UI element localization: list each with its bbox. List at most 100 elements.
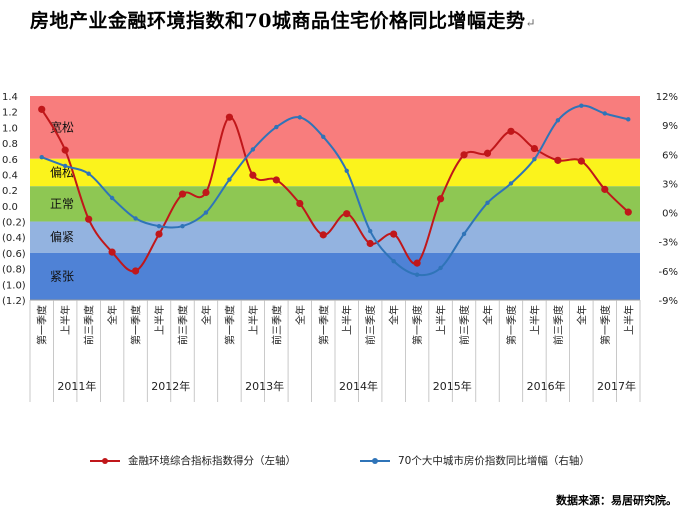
data-point-left (131, 267, 140, 275)
year-label: 2012年 (151, 379, 190, 393)
x-tick-label: 全年 (388, 305, 401, 325)
y-left-tick-label: (1.2) (2, 296, 26, 307)
x-tick-label: 第一季度 (36, 305, 49, 345)
data-point-right (86, 171, 91, 176)
return-arrow-icon: ↵ (525, 16, 537, 30)
data-point-left (249, 171, 257, 179)
x-tick-label: 全年 (575, 305, 588, 325)
x-tick-group: 上半年 (59, 305, 72, 335)
data-point-right (39, 155, 44, 160)
year-label: 2013年 (245, 379, 284, 393)
x-tick-group: 第一季度 (599, 305, 612, 345)
y-right-tick-label: 0% (662, 209, 678, 220)
band-1 (30, 158, 640, 187)
year-label: 2017年 (597, 379, 636, 393)
data-point-left (155, 230, 163, 238)
x-tick-group: 前三季度 (364, 305, 377, 345)
data-point-right (321, 134, 326, 139)
band-layer (30, 96, 640, 300)
year-label: 2015年 (433, 379, 472, 393)
y-left-tick-label: (1.0) (2, 280, 26, 291)
data-point-right (227, 177, 232, 182)
x-tick-group: 前三季度 (458, 305, 471, 345)
data-point-left (483, 149, 492, 157)
x-tick-group: 第一季度 (223, 305, 236, 345)
band-label: 紧张 (50, 269, 74, 283)
data-point-right (250, 147, 256, 152)
data-point-right (274, 124, 279, 130)
y-right-tick-label: -6% (659, 267, 678, 278)
x-tick-label: 全年 (294, 305, 307, 325)
y-left-tick-label: (0.6) (2, 249, 26, 260)
x-tick-group: 全年 (200, 305, 213, 325)
data-point-right (414, 272, 420, 277)
x-tick-label: 全年 (200, 305, 213, 325)
y-right-tick-label: 12% (656, 92, 678, 103)
legend-swatch-right (360, 458, 390, 464)
x-tick-group: 第一季度 (130, 305, 143, 345)
legend-item-left: 金融环境综合指标指数得分（左轴） (90, 453, 296, 468)
data-point-left (38, 105, 46, 113)
y-left-tick-label: (0.8) (2, 265, 26, 276)
data-point-left (530, 144, 539, 153)
data-point-right (62, 163, 68, 169)
data-point-right (203, 210, 209, 215)
x-tick-label: 全年 (106, 305, 119, 325)
x-tick-group: 前三季度 (177, 305, 190, 345)
x-tick-group: 第一季度 (411, 305, 424, 345)
y-left-tick-label: 1.0 (2, 123, 18, 134)
data-point-right (626, 117, 631, 122)
legend: 金融环境综合指标指数得分（左轴） 70个大中城市房价指数同比增幅（右轴） (70, 447, 625, 475)
year-label: 2011年 (57, 379, 96, 393)
x-tick-label: 上半年 (341, 305, 354, 335)
x-tick-group: 全年 (294, 305, 307, 325)
x-tick-label: 上半年 (153, 305, 166, 335)
data-point-left (624, 208, 632, 216)
x-tick-group: 上半年 (528, 305, 541, 335)
x-tick-label: 前三季度 (552, 305, 565, 345)
x-tick-group: 前三季度 (270, 305, 283, 345)
band-label: 偏松 (50, 165, 74, 180)
x-tick-label: 第一季度 (317, 305, 330, 345)
x-tick-label: 上半年 (247, 305, 260, 335)
data-point-right (180, 223, 185, 229)
data-point-left (202, 188, 210, 197)
x-axis: 第一季度 上半年 前三季度 全年 第一季度 上半年 前三季度 全年 第一季度 上半年 前三季度 全年第… (29, 299, 641, 402)
y-left-tick-label: 0.8 (2, 139, 18, 150)
x-tick-group: 第一季度 (36, 305, 49, 345)
data-point-left (366, 239, 374, 248)
x-tick-group: 全年 (482, 305, 495, 325)
data-point-left (178, 190, 187, 198)
data-point-right (461, 231, 467, 237)
x-tick-group: 前三季度 (552, 305, 565, 345)
series-layer (38, 103, 632, 277)
y-left-tick-label: (0.4) (2, 233, 26, 244)
y-left-tick-label: 0.6 (2, 155, 18, 166)
x-tick-label: 第一季度 (130, 305, 143, 345)
data-point-left (296, 199, 304, 208)
data-point-right (344, 168, 349, 173)
data-point-right (297, 115, 303, 120)
y-left-tick-label: 1.2 (2, 108, 18, 119)
x-tick-group: 上半年 (247, 305, 260, 335)
data-point-left (436, 195, 445, 203)
band-0 (30, 96, 640, 159)
year-label: 2016年 (527, 379, 566, 393)
x-tick-label: 前三季度 (458, 305, 471, 345)
y-left-tick-label: 0.2 (2, 186, 18, 197)
x-tick-label: 前三季度 (364, 305, 377, 345)
band-label: 偏紧 (50, 229, 74, 244)
y-left-tick-label: 0.4 (2, 170, 18, 181)
x-tick-label: 全年 (482, 305, 495, 325)
band-2 (30, 186, 640, 222)
x-tick-group: 全年 (575, 305, 588, 325)
x-tick-label: 第一季度 (505, 305, 518, 345)
x-tick-label: 上半年 (59, 305, 72, 335)
year-label: 2014年 (339, 379, 378, 393)
x-tick-group: 上半年 (341, 305, 354, 335)
x-tick-label: 前三季度 (83, 305, 96, 345)
source-note: 数据来源：易居研究院。 (556, 494, 677, 507)
legend-label-left: 金融环境综合指标指数得分（左轴） (128, 455, 296, 467)
data-point-left (343, 210, 351, 218)
